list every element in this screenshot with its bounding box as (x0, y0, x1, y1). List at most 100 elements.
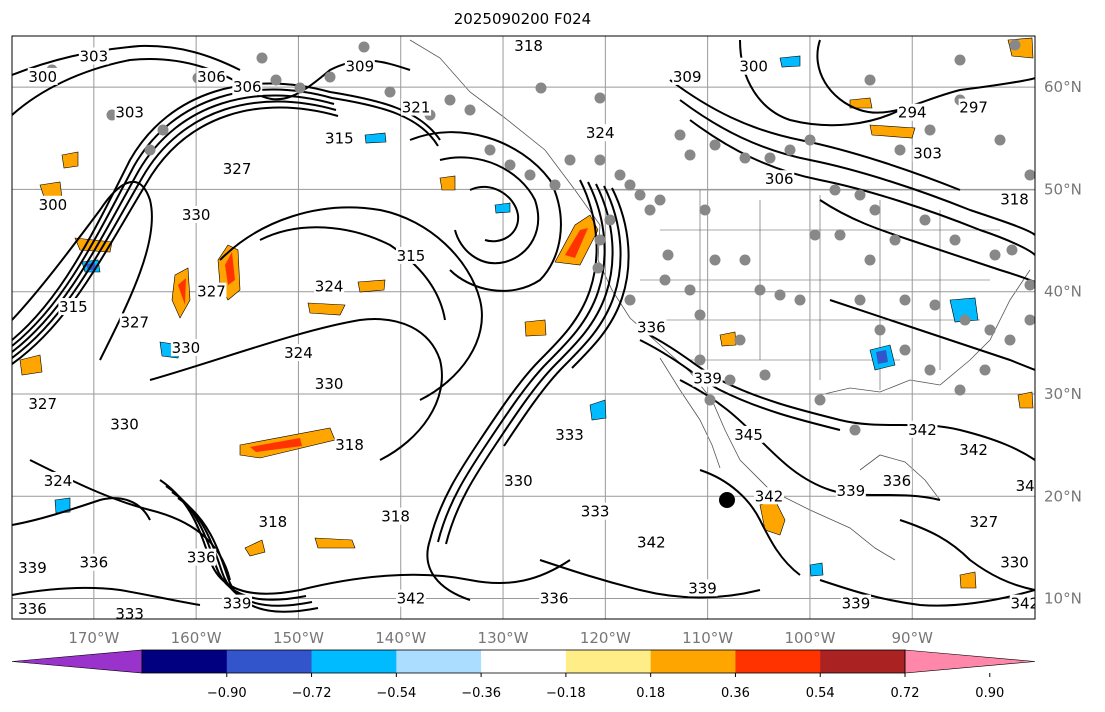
contour-label-bg (968, 512, 999, 530)
contour-label: 315 (59, 298, 88, 316)
station-dot (604, 214, 616, 226)
station-dot (684, 284, 696, 296)
contour-label: 339 (688, 579, 717, 597)
contour-label-bg (43, 471, 74, 489)
contour-label: 336 (637, 319, 666, 337)
contour-label-bg (380, 507, 411, 525)
station-dot (739, 254, 751, 266)
contour-label-bg (999, 190, 1030, 208)
contour-label: 327 (970, 513, 999, 531)
station-dot (954, 384, 966, 396)
colorbar-swatch (735, 650, 821, 673)
contour-label: 300 (739, 58, 768, 76)
station-dot (324, 71, 336, 83)
contour-label-bg (119, 313, 150, 331)
station-dot (739, 152, 751, 164)
contour-label: 330 (182, 206, 211, 224)
contour-label: 300 (28, 68, 57, 86)
station-dot (484, 144, 496, 156)
station-dot (704, 394, 716, 406)
station-dot (1004, 334, 1016, 346)
station-dot (924, 364, 936, 376)
hurricane-marker (719, 492, 735, 508)
station-dot (444, 94, 456, 106)
station-dot (954, 54, 966, 66)
contour-label: 330 (110, 416, 139, 434)
contour-label: 327 (120, 313, 149, 331)
station-dot (959, 314, 971, 326)
station-dot (734, 334, 746, 346)
station-dot (674, 129, 686, 141)
contour-label-bg (754, 487, 785, 505)
colorbar-tick-label: 0.36 (721, 686, 750, 701)
station-dot (294, 82, 306, 94)
station-dot (949, 234, 961, 246)
colorbar-swatch (481, 650, 567, 673)
longitude-tick-label: 140°W (375, 629, 426, 647)
contour-label-bg (17, 599, 48, 617)
station-dot (684, 149, 696, 161)
contour-label: 342 (397, 590, 426, 608)
contour-label: 336 (187, 549, 216, 567)
contour-label: 339 (18, 559, 47, 577)
station-dot (594, 154, 606, 166)
contour-label-bg (1014, 477, 1035, 495)
station-dot (634, 189, 646, 201)
station-dot (594, 234, 606, 246)
station-dot (829, 184, 841, 196)
station-dot (899, 344, 911, 356)
colorbar-tick-label: 0.18 (636, 686, 665, 701)
contour-label: 333 (555, 426, 584, 444)
station-dot (256, 52, 268, 64)
contour-label: 339 (693, 370, 722, 388)
station-dot (869, 204, 881, 216)
contour-label-bg (114, 103, 145, 121)
station-dot (384, 86, 396, 98)
station-dot (864, 74, 876, 86)
contour-label: 303 (913, 145, 942, 163)
station-dot (709, 254, 721, 266)
station-dot (989, 249, 1001, 261)
contour-label-bg (958, 441, 989, 459)
station-dot (979, 364, 991, 376)
contour-label-bg (334, 436, 365, 454)
station-dot (549, 179, 561, 191)
contour-label: 321 (402, 99, 431, 117)
contour-labels: 303 306 306 303 309 300 300 318 321 315 327 324 309 3… (17, 37, 1045, 619)
station-markers (46, 39, 1035, 436)
contour-label-bg (907, 420, 938, 438)
contour-label-bg (395, 589, 426, 607)
longitude-tick-label: 130°W (478, 629, 529, 647)
contour-label-bg (687, 579, 718, 597)
latitude-tick-label: 30°N (1044, 385, 1082, 403)
contour-label: 300 (39, 196, 68, 214)
station-dot (929, 299, 941, 311)
station-dot (624, 179, 636, 191)
contour-label-bg (222, 594, 253, 612)
contour-label: 330 (172, 339, 201, 357)
contour-label: 327 (223, 160, 252, 178)
longitude-axis: 170°W 160°W 150°W 140°W 130°W 120°W 110°W 100°W… (68, 629, 933, 647)
station-dot (899, 294, 911, 306)
station-dot (464, 104, 476, 116)
station-dot (694, 309, 706, 321)
station-dot (659, 274, 671, 286)
contour-label: 342 (1016, 477, 1045, 495)
contour-label-bg (692, 369, 723, 387)
colorbar-tick-label: −0.36 (461, 686, 501, 701)
station-dot (592, 262, 604, 274)
contour-label-bg (78, 47, 109, 65)
station-dot (759, 369, 771, 381)
station-dot (564, 154, 576, 166)
contour-label-bg (958, 98, 989, 116)
station-dot (809, 229, 821, 241)
longitude-tick-label: 110°W (682, 629, 733, 647)
colorbar-swatch (650, 650, 736, 673)
contour-label-bg (554, 425, 585, 443)
station-dot (358, 41, 370, 53)
longitude-tick-label: 160°W (171, 629, 222, 647)
contour-label: 336 (18, 600, 47, 618)
contour-label-bg (636, 533, 667, 551)
colorbar-swatch (226, 650, 313, 673)
gulf-coastline (819, 269, 1031, 396)
